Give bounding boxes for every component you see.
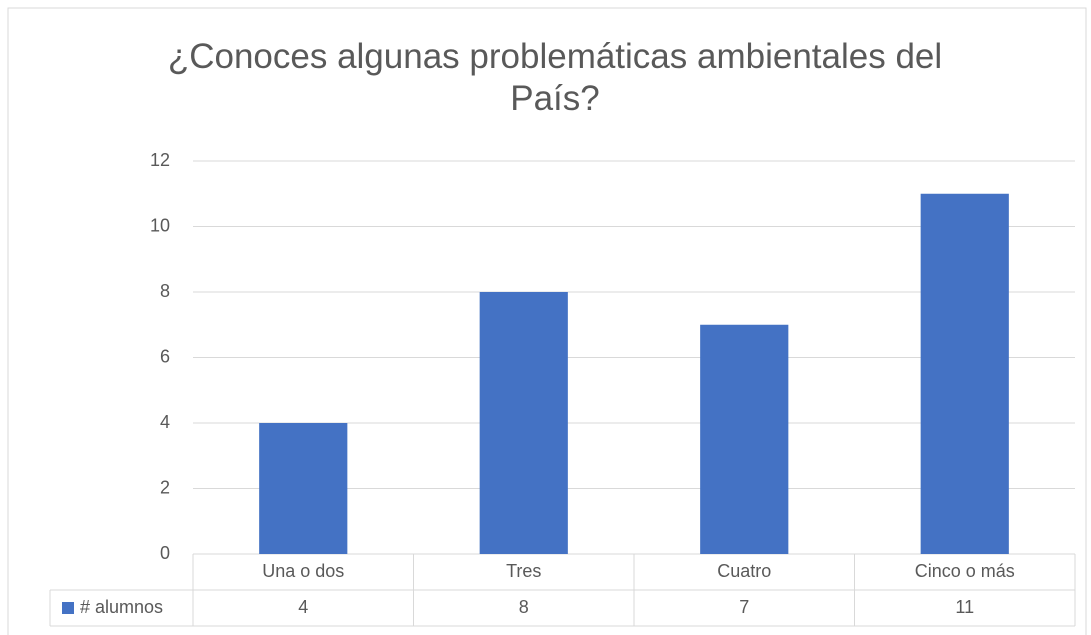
table-value: 11	[955, 597, 974, 617]
x-tick-label: Tres	[506, 561, 541, 581]
y-tick-label: 0	[160, 543, 170, 563]
x-tick-label: Una o dos	[262, 561, 344, 581]
bar	[920, 193, 1009, 554]
bar	[700, 324, 789, 554]
y-tick-label: 10	[150, 215, 170, 235]
y-tick-label: 6	[160, 346, 170, 366]
table-value: 8	[519, 597, 529, 617]
chart-border	[7, 7, 1087, 635]
y-tick-label: 2	[160, 477, 170, 497]
x-tick-label: Cinco o más	[915, 561, 1015, 581]
table-value: 7	[739, 597, 749, 617]
bar	[259, 423, 348, 554]
bar	[479, 292, 568, 554]
y-tick-label: 12	[150, 150, 170, 170]
y-tick-label: 4	[160, 412, 170, 432]
legend-label: # alumnos	[80, 597, 163, 617]
y-tick-label: 8	[160, 281, 170, 301]
x-tick-label: Cuatro	[717, 561, 771, 581]
chart-title: ¿Conoces algunas problemáticas ambiental…	[167, 37, 943, 118]
table-value: 4	[298, 597, 308, 617]
legend-swatch	[62, 602, 74, 614]
